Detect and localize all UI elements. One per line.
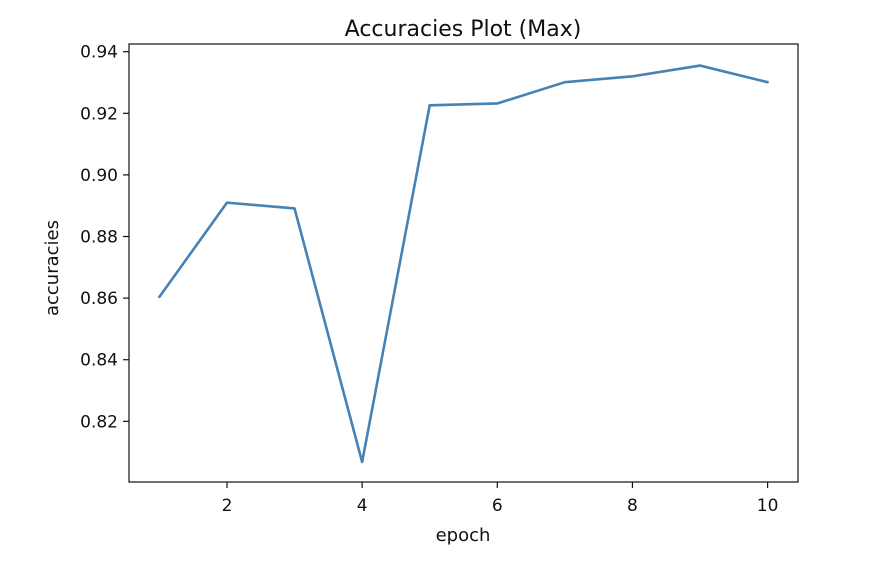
plot-frame <box>128 43 799 483</box>
chart-title: Accuracies Plot (Max) <box>345 17 582 42</box>
x-tick-label: 6 <box>492 496 503 516</box>
y-tick-label: 0.84 <box>80 351 118 371</box>
x-tick-label: 2 <box>222 496 233 516</box>
x-tick-label: 10 <box>757 496 779 516</box>
y-tick-label: 0.82 <box>80 412 118 432</box>
y-axis-ticks: 0.82 0.84 0.86 0.88 0.90 0.92 0.94 <box>80 43 129 432</box>
y-tick-label: 0.92 <box>80 104 118 124</box>
y-tick-label: 0.88 <box>80 228 118 248</box>
y-tick-label: 0.86 <box>80 289 118 309</box>
x-axis-ticks: 2 4 6 8 10 <box>222 482 779 516</box>
y-tick-label: 0.94 <box>80 43 118 63</box>
y-tick-label: 0.90 <box>80 166 118 186</box>
series-line-0 <box>158 64 769 464</box>
plot-area <box>128 43 799 483</box>
x-axis-label: epoch <box>436 525 491 546</box>
x-tick-label: 8 <box>627 496 638 516</box>
x-tick-label: 4 <box>357 496 368 516</box>
y-axis-label: accuracies <box>42 220 63 316</box>
